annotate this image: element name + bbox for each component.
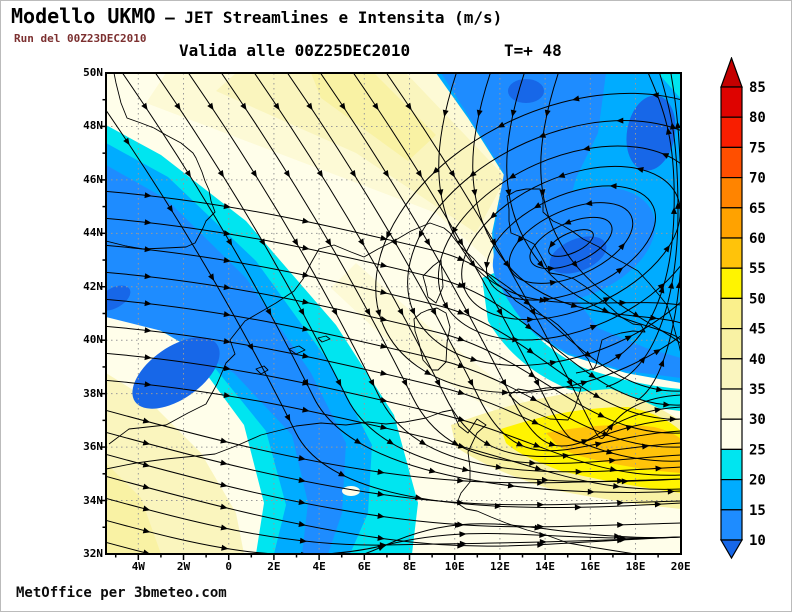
lon-tick-label: 12E (480, 560, 520, 573)
lon-tick-label: 2E (254, 560, 294, 573)
lat-tick-label: 32N (63, 547, 103, 560)
lat-tick-label: 50N (63, 66, 103, 79)
lat-tick-label: 36N (63, 440, 103, 453)
lat-tick-label: 38N (63, 387, 103, 400)
svg-text:15: 15 (749, 503, 766, 519)
svg-text:55: 55 (749, 261, 766, 277)
lat-tick-label: 40N (63, 333, 103, 346)
run-label: Run del 00Z23DEC2010 (14, 32, 146, 45)
lon-tick-label: 0 (209, 560, 249, 573)
lat-tick-label: 46N (63, 173, 103, 186)
lon-tick-label: 20E (661, 560, 701, 573)
svg-text:50: 50 (749, 291, 766, 307)
forecast-step-label: T=+ 48 (504, 41, 562, 60)
title-model: Modello UKMO (11, 4, 156, 28)
svg-text:65: 65 (749, 201, 766, 217)
lon-tick-label: 18E (616, 560, 656, 573)
lat-tick-label: 42N (63, 280, 103, 293)
svg-text:85: 85 (749, 80, 766, 96)
lon-tick-label: 8E (390, 560, 430, 573)
intensity-colorbar: 85 80 75 70 65 60 55 50 45 40 35 30 25 20 15 10 (715, 57, 789, 561)
svg-text:10: 10 (749, 533, 766, 549)
weather-chart-page: Modello UKMO — JET Streamlines e Intensi… (0, 0, 792, 612)
lon-tick-label: 10E (435, 560, 475, 573)
svg-text:70: 70 (749, 171, 766, 187)
svg-text:60: 60 (749, 231, 766, 247)
svg-text:40: 40 (749, 352, 766, 368)
lat-tick-label: 44N (63, 226, 103, 239)
svg-text:75: 75 (749, 140, 766, 156)
lat-tick-label: 34N (63, 494, 103, 507)
valid-time-label: Valida alle 00Z25DEC2010 (179, 41, 410, 60)
svg-text:25: 25 (749, 442, 766, 458)
svg-text:35: 35 (749, 382, 766, 398)
streamline-map (98, 65, 689, 562)
svg-text:80: 80 (749, 110, 766, 126)
title-field: — JET Streamlines e Intensita (m/s) (156, 8, 503, 27)
lat-tick-label: 48N (63, 119, 103, 132)
lon-tick-label: 14E (525, 560, 565, 573)
credit-label: MetOffice per 3bmeteo.com (16, 585, 227, 601)
lon-tick-label: 2W (164, 560, 204, 573)
lon-tick-label: 16E (570, 560, 610, 573)
page-title: Modello UKMO — JET Streamlines e Intensi… (11, 4, 502, 28)
lon-tick-label: 4W (118, 560, 158, 573)
svg-text:20: 20 (749, 473, 766, 489)
lon-tick-label: 6E (344, 560, 384, 573)
svg-text:30: 30 (749, 412, 766, 428)
svg-text:45: 45 (749, 322, 766, 338)
lon-tick-label: 4E (299, 560, 339, 573)
